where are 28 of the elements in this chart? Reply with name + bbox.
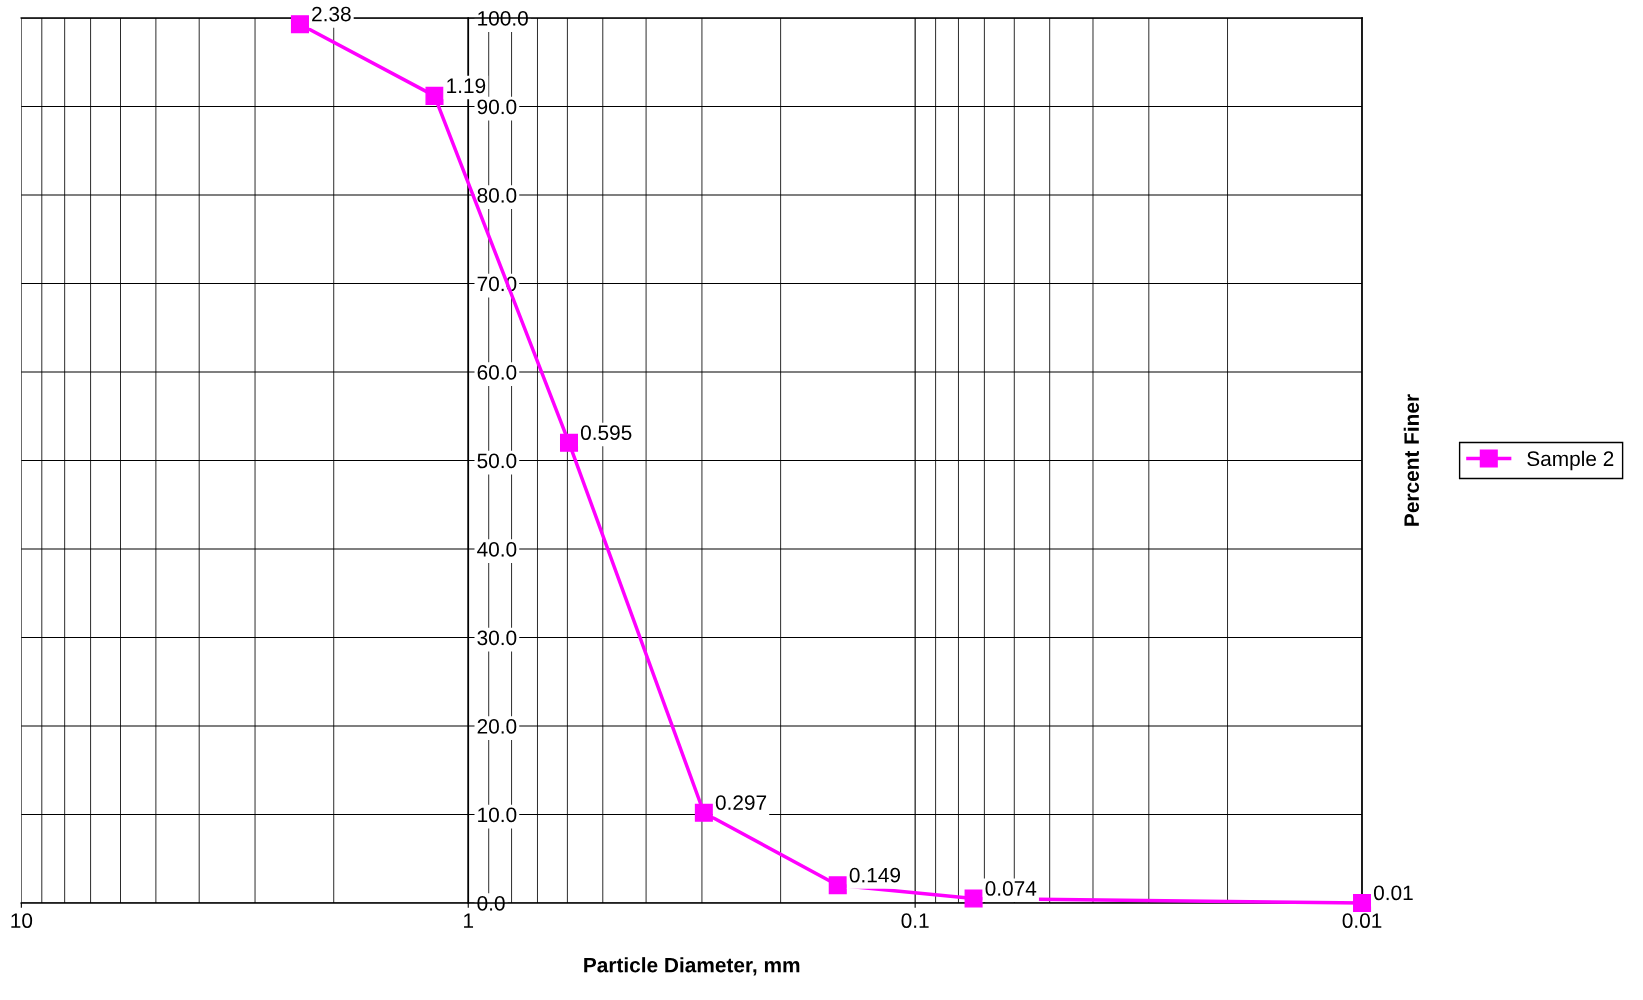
y-tick-label: 80.0 [477,188,517,203]
y-tick-label: 50.0 [477,453,517,469]
annotation: 1.19 [447,78,486,94]
x-tick-label: 0.01 [1342,913,1382,929]
annotation: 2.38 [312,6,351,22]
annotation: 0.01 [1373,885,1413,901]
x-tick-label: 0.1 [901,913,929,929]
annotation: 0.149 [849,867,901,883]
point [694,803,713,822]
x-axis-title: Particle Diameter, mm [584,957,800,976]
y-axis-title: Percent Finer [1403,394,1420,526]
point [559,433,579,452]
y-tick-label: 40.0 [477,542,517,557]
x-tick-label: 10 [11,913,33,929]
point [290,15,309,34]
annotation: 0.297 [715,795,767,810]
y-tick-label: 30.0 [477,630,517,646]
y-tick-label: 20.0 [477,719,517,734]
legend-label: Sample 2 [1527,450,1614,471]
y-tick-label: 10.0 [478,807,517,823]
annotation: 0.074 [985,881,1037,896]
point [828,876,847,895]
y-tick-label: 90.0 [477,99,517,115]
x-tick-label: 1 [464,913,474,928]
annotation: 0.595 [580,425,632,441]
point [964,889,983,908]
point [425,86,444,105]
y-tick-label: 60.0 [477,365,517,380]
